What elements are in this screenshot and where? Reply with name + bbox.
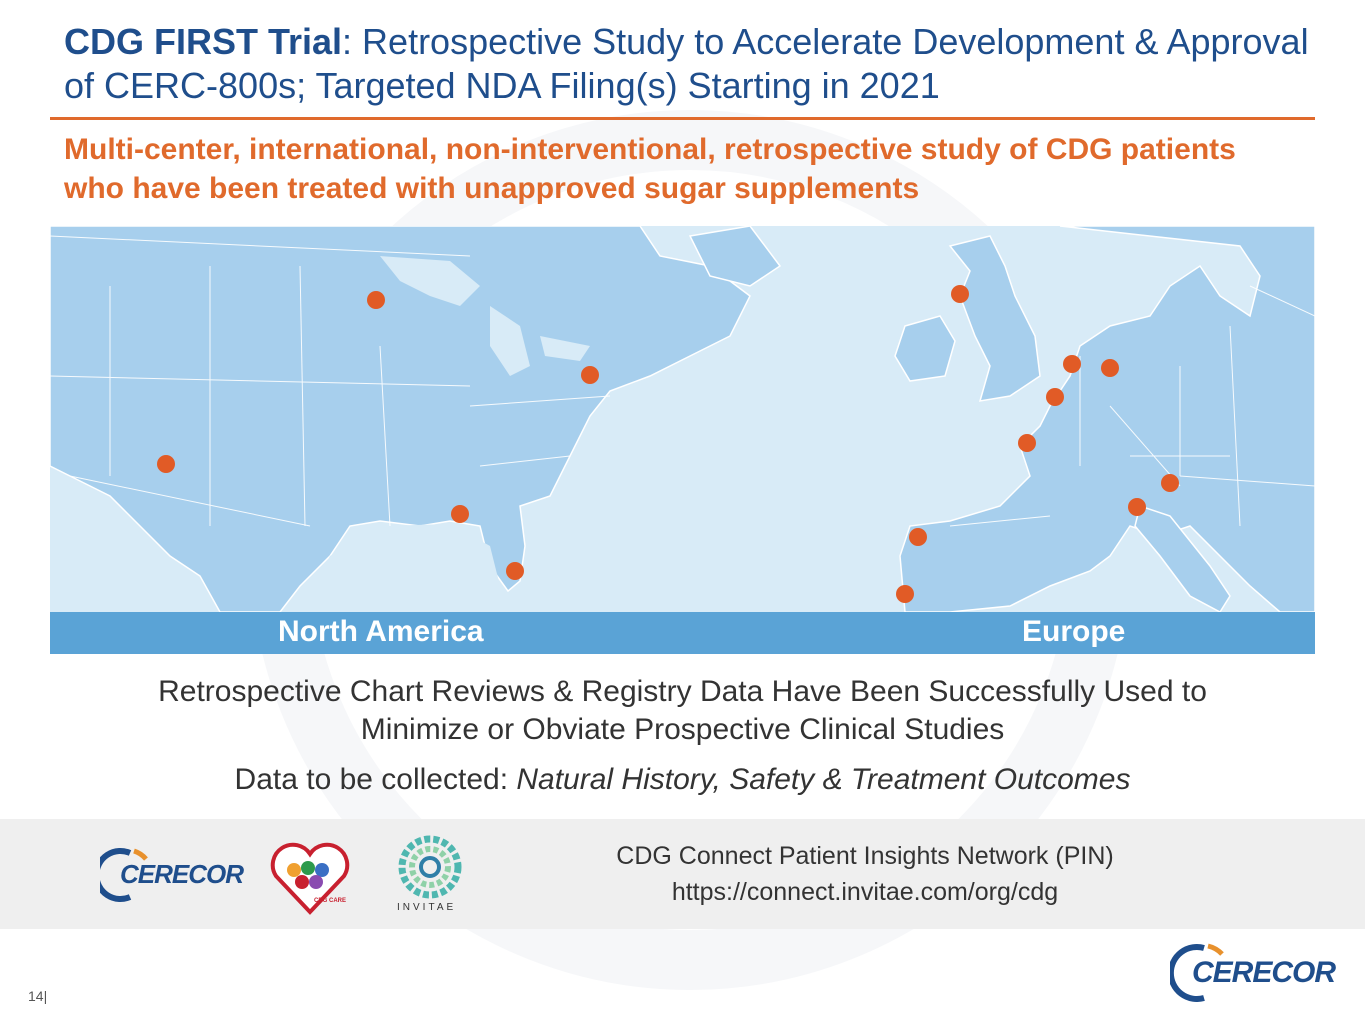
slide-subtitle: Multi-center, international, non-interve… xyxy=(64,133,1236,205)
site-marker xyxy=(1128,498,1146,516)
great-britain-land xyxy=(948,235,1041,402)
study-sites-map: North America Europe xyxy=(50,226,1315,654)
region-label-europe: Europe xyxy=(1022,615,1126,648)
title-divider xyxy=(50,117,1315,120)
corner-cerecor-logo: CERECOR xyxy=(1170,942,1336,1002)
site-marker xyxy=(951,285,969,303)
corner-cerecor-swoosh-icon xyxy=(1170,943,1224,1002)
site-marker xyxy=(506,562,524,580)
cerecor-swoosh-icon xyxy=(100,848,148,902)
invitae-swirl-icon xyxy=(398,835,462,899)
site-marker xyxy=(1018,434,1036,452)
site-marker xyxy=(1046,388,1064,406)
cerecor-wordmark: CERECOR xyxy=(120,859,244,889)
title-bold: CDG FIRST Trial xyxy=(64,21,343,62)
site-marker xyxy=(581,366,599,384)
slide-title: CDG FIRST Trial: Retrospective Study to … xyxy=(64,20,1324,108)
study-site-markers xyxy=(157,285,1179,603)
site-marker xyxy=(1101,359,1119,377)
region-label-north-america: North America xyxy=(278,615,484,648)
site-marker xyxy=(451,505,469,523)
pin-name: CDG Connect Patient Insights Network (PI… xyxy=(616,842,1114,870)
title-rest: : Retrospective Study to Accelerate Deve… xyxy=(64,21,1309,106)
pin-info: CDG Connect Patient Insights Network (PI… xyxy=(560,838,1170,910)
cdg-care-label: CDG CARE xyxy=(314,898,347,904)
retrospective-line-1: Retrospective Chart Reviews & Registry D… xyxy=(158,675,1207,708)
retrospective-line-2: Minimize or Obviate Prospective Clinical… xyxy=(360,713,1005,746)
region-label-bar xyxy=(50,612,1315,654)
invitae-logo: INVITAE xyxy=(385,832,475,918)
site-marker xyxy=(367,291,385,309)
cerecor-logo: CERECOR xyxy=(100,845,244,903)
europe-land xyxy=(899,226,1315,613)
ireland-land xyxy=(894,315,956,382)
invitae-wordmark: INVITAE xyxy=(397,902,457,913)
site-marker xyxy=(157,455,175,473)
data-collected-line: Data to be collected: Natural History, S… xyxy=(0,761,1365,799)
map-graphic xyxy=(50,226,1315,641)
great-lakes xyxy=(380,256,480,306)
cdg-care-heart-icon xyxy=(270,842,350,915)
cdg-care-logo: CDG CARE xyxy=(268,838,352,918)
corner-cerecor-wordmark: CERECOR xyxy=(1192,956,1336,989)
gulf-of-mexico xyxy=(300,524,500,612)
data-collected-prefix: Data to be collected: xyxy=(234,763,517,796)
site-marker xyxy=(909,528,927,546)
site-marker xyxy=(896,585,914,603)
pin-url[interactable]: https://connect.invitae.com/org/cdg xyxy=(671,878,1059,906)
page-number: 14| xyxy=(28,988,48,1004)
data-collected-items: Natural History, Safety & Treatment Outc… xyxy=(516,763,1131,796)
partner-logo-band xyxy=(0,819,1365,929)
site-marker xyxy=(1161,474,1179,492)
site-marker xyxy=(1063,355,1081,373)
